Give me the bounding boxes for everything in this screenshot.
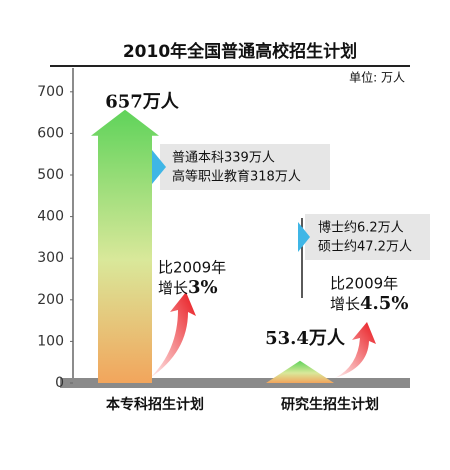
note-text: 博士约6.2万人 bbox=[318, 221, 404, 236]
x-axis bbox=[60, 378, 410, 388]
note-pointer bbox=[298, 222, 310, 252]
y-tick-label: 600 bbox=[37, 125, 64, 141]
growth-text: 增长3% bbox=[158, 277, 218, 298]
value-label: 53.4万人 bbox=[265, 328, 346, 349]
note-text: 硕士约47.2万人 bbox=[318, 240, 412, 255]
note-box bbox=[160, 144, 330, 190]
y-tick-label: 400 bbox=[37, 209, 64, 225]
growth-text: 比2009年 bbox=[330, 275, 398, 293]
y-tick-label: 0 bbox=[55, 375, 64, 391]
growth-rate: 3% bbox=[188, 277, 218, 298]
note-text: 普通本科339万人 bbox=[172, 151, 275, 166]
note-pointer bbox=[152, 150, 166, 184]
y-tick-label: 700 bbox=[37, 84, 64, 100]
note-box bbox=[305, 214, 430, 260]
x-tick-label: 本专科招生计划 bbox=[106, 396, 204, 413]
x-tick-label: 研究生招生计划 bbox=[281, 396, 379, 413]
bar bbox=[266, 360, 334, 383]
y-tick-label: 100 bbox=[37, 333, 64, 349]
growth-rate: 4.5% bbox=[360, 293, 408, 314]
y-tick-label: 200 bbox=[37, 292, 64, 308]
unit: 单位: 万人 bbox=[349, 70, 405, 85]
y-tick-label: 300 bbox=[37, 250, 64, 266]
growth-text: 比2009年 bbox=[158, 259, 226, 277]
growth-arrow bbox=[150, 292, 196, 378]
growth-text: 增长 bbox=[330, 295, 360, 313]
growth-arrow bbox=[335, 322, 376, 378]
value-label: 657万人 bbox=[105, 92, 180, 113]
chart-title: 2010年全国普通高校招生计划 bbox=[123, 41, 357, 62]
note-text: 高等职业教育318万人 bbox=[172, 169, 301, 185]
growth-text: 增长4.5% bbox=[330, 293, 408, 314]
bar bbox=[91, 109, 159, 384]
growth-text: 增长 bbox=[158, 279, 188, 297]
y-tick-label: 500 bbox=[37, 167, 64, 183]
